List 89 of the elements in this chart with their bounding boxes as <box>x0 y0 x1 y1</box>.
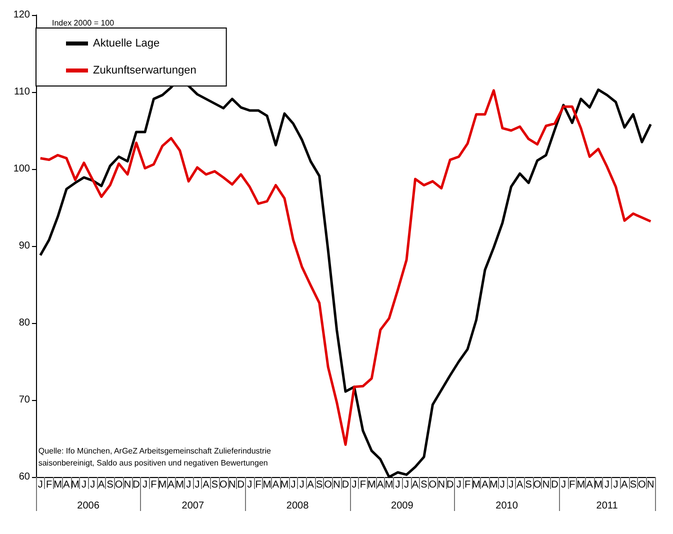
x-tick-label: O <box>324 480 332 490</box>
x-tick-label: S <box>316 480 324 490</box>
y-tick-label: 70 <box>18 394 30 406</box>
x-tick-label: J <box>186 480 192 490</box>
text: 2008 <box>286 500 310 512</box>
y-tick-label: 110 <box>14 86 30 98</box>
x-tick-label: D <box>237 480 244 490</box>
x-tick-label: M <box>472 480 480 490</box>
x-tick-label: J <box>508 480 514 490</box>
x-tick-label: J <box>352 480 357 490</box>
annotation: saisonbereinigt, Saldo aus positiven und negativen Bewertungen <box>38 458 268 468</box>
x-tick-label: M <box>594 480 603 490</box>
x-tick-label: A <box>516 480 524 490</box>
x-tick-label: J <box>613 480 618 490</box>
x-tick-label: O <box>114 480 123 490</box>
x-tick-label: N <box>438 480 446 490</box>
x-tick-label: M <box>576 480 586 490</box>
y-tick-label: 80 <box>18 318 30 328</box>
annotation: Quelle: Ifo München, ArGeZ Arbeitsgemeinschaft Zulieferindustrie <box>38 446 272 456</box>
x-tick-label: A <box>307 480 314 490</box>
x-tick-label: J <box>247 480 252 490</box>
x-tick-label: M <box>54 480 62 490</box>
y-tick-label: 100 <box>13 164 30 174</box>
x-tick-label: D <box>551 480 558 490</box>
text: 2009 <box>391 500 414 512</box>
x-tick-label: A <box>272 480 280 490</box>
x-tick-label: N <box>542 480 550 490</box>
x-tick-label: S <box>525 480 532 490</box>
x-tick-label: D <box>342 480 350 490</box>
x-tick-label: J <box>500 480 505 490</box>
x-tick-label: D <box>446 480 454 490</box>
x-tick-label: S <box>211 480 218 490</box>
x-tick-label: J <box>456 480 462 490</box>
x-tick-label: A <box>412 480 419 490</box>
x-tick-label: N <box>647 480 654 490</box>
x-tick-label: J <box>90 480 96 490</box>
x-tick-label: J <box>560 480 566 490</box>
x-tick-label: S <box>106 480 114 490</box>
x-tick-label: N <box>124 480 132 490</box>
x-tick-label: M <box>367 480 376 490</box>
x-tick-label: A <box>621 480 628 490</box>
x-tick-label: F <box>569 480 576 490</box>
x-tick-label: O <box>533 480 542 490</box>
y-axis-title: Index 2000 = 100 <box>52 18 115 28</box>
x-tick-label: M <box>384 480 394 490</box>
x-tick-label: F <box>255 480 262 490</box>
x-tick-label: A <box>168 480 175 490</box>
x-tick-label: M <box>158 480 167 490</box>
y-tick-label: 90 <box>18 240 30 252</box>
x-tick-label: S <box>630 480 637 490</box>
x-tick-label: F <box>360 480 366 490</box>
x-tick-label: O <box>220 480 228 490</box>
legend-label: Zukunftserwartungen <box>93 64 196 76</box>
x-tick-label: A <box>586 480 594 490</box>
x-tick-label: A <box>98 480 106 490</box>
x-tick-label: F <box>464 480 471 490</box>
x-tick-label: N <box>228 480 236 490</box>
x-tick-label: S <box>420 480 428 490</box>
x-tick-label: J <box>194 480 200 490</box>
x-tick-label: M <box>176 480 184 490</box>
x-tick-label: J <box>299 480 304 490</box>
x-tick-label: O <box>428 480 437 490</box>
x-tick-label: O <box>638 480 646 490</box>
y-tick-label: 120 <box>13 10 30 20</box>
text: 2007 <box>182 500 204 512</box>
x-tick-label: A <box>377 480 384 490</box>
text: 2006 <box>77 500 100 512</box>
x-tick-label: A <box>63 480 70 490</box>
x-tick-label: F <box>150 480 157 490</box>
x-tick-label: M <box>262 480 272 490</box>
x-tick-label: J <box>38 480 43 490</box>
x-tick-label: N <box>333 480 340 490</box>
x-tick-label: J <box>81 480 86 490</box>
legend-label: Aktuelle Lage <box>93 38 160 50</box>
x-tick-label: J <box>142 480 148 490</box>
x-tick-label: D <box>132 480 140 490</box>
x-tick-label: J <box>290 480 296 490</box>
x-tick-label: M <box>71 480 80 490</box>
x-tick-label: J <box>604 480 610 490</box>
x-tick-label: J <box>395 480 400 490</box>
x-tick-label: M <box>280 480 289 490</box>
x-tick-label: A <box>482 480 489 490</box>
x-tick-label: M <box>490 480 498 490</box>
x-tick-label: F <box>46 480 52 490</box>
text: 2011 <box>596 500 618 512</box>
x-tick-label: A <box>202 480 210 490</box>
y-tick-label: 60 <box>18 472 30 482</box>
text: 2010 <box>496 500 518 512</box>
x-tick-label: J <box>404 480 410 490</box>
